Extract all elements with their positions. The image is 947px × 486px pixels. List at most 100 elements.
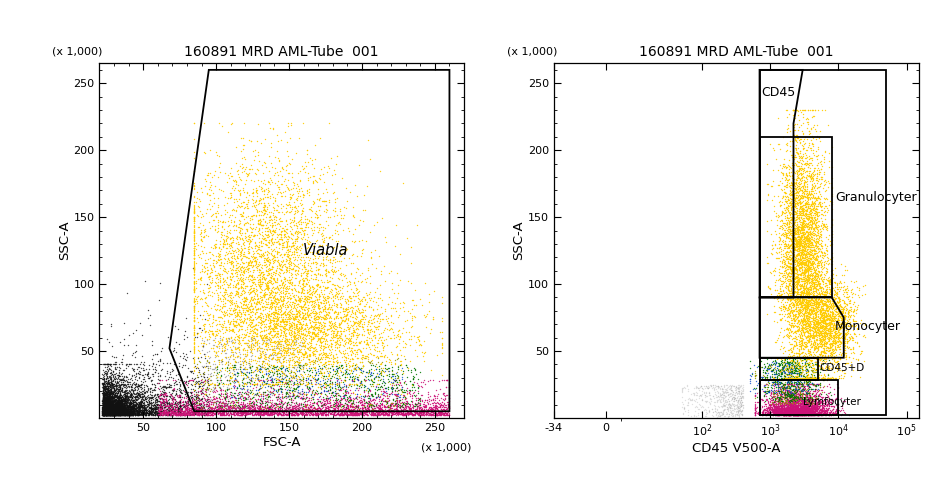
Point [125, 398, 140, 405]
Point [817, 330, 832, 337]
Point [203, 327, 218, 335]
Point [836, 369, 851, 377]
Point [767, 406, 782, 414]
Point [797, 261, 813, 269]
Point [216, 405, 231, 413]
Point [812, 386, 827, 394]
Point [252, 304, 267, 312]
Point [218, 240, 233, 248]
Point [809, 342, 824, 350]
Point [103, 380, 118, 387]
Point [319, 396, 334, 403]
Point [416, 407, 431, 415]
Point [131, 384, 146, 392]
Point [105, 405, 120, 413]
Point [269, 299, 284, 307]
Point [271, 404, 286, 412]
Point [107, 408, 122, 416]
Point [233, 266, 248, 274]
Point [782, 352, 797, 360]
Point [280, 302, 295, 310]
Point [169, 397, 184, 405]
Point [771, 383, 786, 391]
Point [798, 408, 813, 416]
Point [798, 266, 813, 274]
Point [215, 386, 230, 394]
Point [396, 409, 411, 417]
Point [396, 410, 411, 418]
Point [137, 409, 152, 417]
Point [378, 410, 393, 418]
Point [271, 398, 286, 405]
Point [133, 408, 148, 416]
Point [260, 411, 276, 418]
Point [786, 273, 801, 280]
Point [329, 340, 344, 347]
Point [759, 402, 774, 410]
Point [779, 141, 795, 149]
Point [782, 403, 797, 411]
Point [767, 370, 782, 378]
Point [307, 271, 322, 278]
Point [98, 411, 113, 419]
Point [779, 325, 795, 333]
Point [238, 394, 253, 401]
Point [125, 400, 140, 408]
Point [338, 403, 353, 411]
Point [301, 350, 316, 358]
Point [391, 393, 406, 401]
Point [284, 392, 299, 399]
Point [787, 359, 802, 367]
Point [793, 139, 808, 146]
Point [287, 373, 302, 381]
Point [109, 408, 124, 416]
Point [235, 368, 250, 376]
Point [187, 404, 202, 412]
Point [116, 402, 131, 410]
Point [229, 353, 244, 361]
Point [800, 328, 815, 335]
Point [293, 297, 308, 305]
Point [812, 408, 827, 416]
Point [361, 303, 376, 311]
Point [786, 169, 801, 176]
Point [298, 275, 313, 282]
Point [102, 406, 117, 414]
Point [792, 285, 807, 293]
Point [782, 201, 797, 208]
Point [160, 375, 175, 383]
Point [764, 245, 779, 253]
Point [764, 378, 779, 386]
Point [212, 168, 227, 175]
Point [229, 203, 244, 211]
Point [271, 408, 286, 416]
Point [320, 267, 335, 275]
Point [313, 405, 328, 413]
Point [104, 411, 119, 419]
Point [178, 404, 193, 412]
Point [825, 345, 840, 352]
Point [811, 344, 826, 351]
Point [248, 253, 263, 260]
Point [781, 384, 796, 392]
Point [805, 329, 820, 336]
Point [792, 246, 807, 254]
Point [384, 391, 400, 399]
Point [97, 394, 112, 402]
Point [195, 410, 210, 418]
Point [114, 370, 129, 378]
Point [129, 390, 144, 398]
Point [838, 306, 853, 314]
Point [109, 406, 124, 414]
Point [132, 408, 147, 416]
Point [425, 411, 440, 419]
Point [782, 400, 797, 408]
Point [360, 322, 375, 330]
Point [198, 400, 213, 408]
Point [101, 405, 116, 413]
Point [368, 407, 384, 415]
Point [807, 313, 822, 321]
Point [100, 405, 116, 413]
Point [155, 390, 170, 398]
Point [706, 399, 722, 406]
